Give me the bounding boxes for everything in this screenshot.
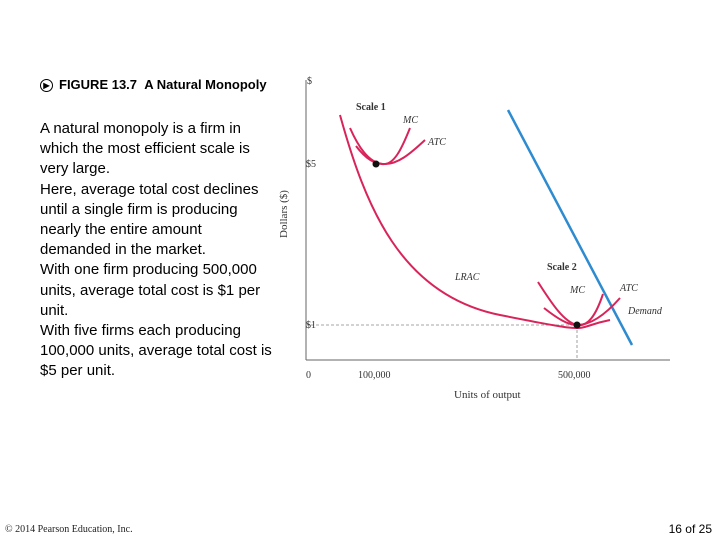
- lrac-curve: [339, 114, 611, 329]
- body-text: A natural monopoly is a firm in which th…: [40, 119, 272, 382]
- demand-label: Demand: [627, 306, 663, 317]
- figure-number: FIGURE 13.7: [59, 77, 138, 92]
- body-paragraph-2: Here, average total cost declines until …: [40, 180, 259, 259]
- scale2-minimum-point: [573, 321, 581, 329]
- x-tick-100k: 100,000: [358, 370, 391, 381]
- figure-icon: ▶: [40, 79, 53, 92]
- scale2-label: Scale 2: [547, 262, 577, 273]
- lrac-label: LRAC: [454, 272, 480, 283]
- page-number: 16 of 25: [668, 522, 712, 536]
- scale2-atc-label: ATC: [619, 283, 638, 294]
- y-tick-1: $1: [306, 320, 316, 331]
- y-axis-top-label: $: [307, 76, 312, 87]
- figure-title: A Natural Monopoly: [144, 77, 267, 92]
- scale1-mc-label: MC: [402, 115, 418, 126]
- scale1-atc-curve: [355, 139, 426, 166]
- x-axis-label: Units of output: [454, 389, 521, 401]
- body-paragraph-3: With one firm producing 500,000 units, a…: [40, 261, 261, 319]
- scale1-minimum-point: [372, 160, 380, 168]
- scale2-mc-label: MC: [569, 285, 585, 296]
- scale1-label: Scale 1: [356, 102, 386, 113]
- scale1-atc-label: ATC: [427, 137, 446, 148]
- slide-title: ▶ FIGURE 13.7 A Natural Monopoly: [40, 76, 280, 93]
- body-paragraph-4: With five firms each producing 100,000 u…: [40, 322, 272, 380]
- x-tick-500k: 500,000: [558, 370, 591, 381]
- y-tick-5: $5: [306, 159, 316, 170]
- demand-curve: [506, 109, 634, 346]
- body-paragraph-1: A natural monopoly is a firm in which th…: [40, 120, 250, 178]
- natural-monopoly-figure: $ $5 $1 0 100,000 500,000 Units of outpu…: [278, 76, 670, 401]
- x-tick-0: 0: [306, 370, 311, 381]
- y-axis-label: Dollars ($): [278, 190, 290, 238]
- copyright-footer: © 2014 Pearson Education, Inc.: [5, 524, 133, 535]
